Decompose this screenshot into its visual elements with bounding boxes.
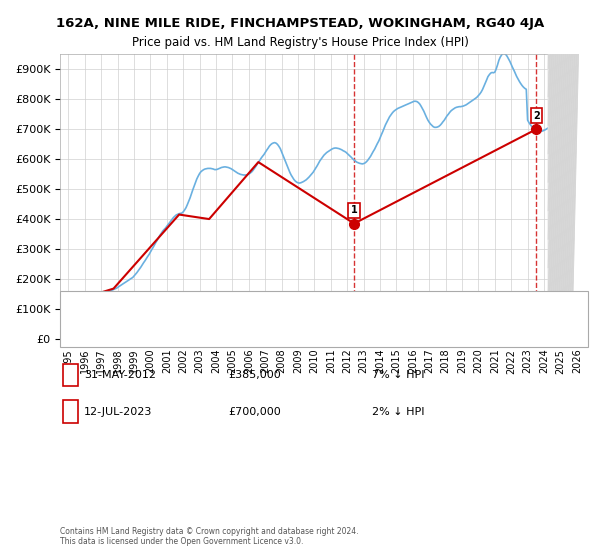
Text: 7% ↓ HPI: 7% ↓ HPI [372,370,425,380]
Text: 2: 2 [533,111,540,121]
Text: 1: 1 [67,370,74,380]
Text: £385,000: £385,000 [228,370,281,380]
Text: Contains HM Land Registry data © Crown copyright and database right 2024.
This d: Contains HM Land Registry data © Crown c… [60,526,359,546]
Text: 162A, NINE MILE RIDE, FINCHAMPSTEAD, WOKINGHAM, RG40 4JA: 162A, NINE MILE RIDE, FINCHAMPSTEAD, WOK… [56,17,544,30]
Text: £700,000: £700,000 [228,407,281,417]
Text: HPI: Average price, detached house, Wokingham: HPI: Average price, detached house, Woki… [102,327,323,336]
Text: 31-MAY-2012: 31-MAY-2012 [84,370,156,380]
Text: 162A, NINE MILE RIDE, FINCHAMPSTEAD, WOKINGHAM, RG40 4JA (detached house): 162A, NINE MILE RIDE, FINCHAMPSTEAD, WOK… [102,302,477,311]
Text: 2: 2 [67,407,74,417]
Text: Price paid vs. HM Land Registry's House Price Index (HPI): Price paid vs. HM Land Registry's House … [131,36,469,49]
Text: 2% ↓ HPI: 2% ↓ HPI [372,407,425,417]
Text: 12-JUL-2023: 12-JUL-2023 [84,407,152,417]
Text: 1: 1 [351,205,358,215]
